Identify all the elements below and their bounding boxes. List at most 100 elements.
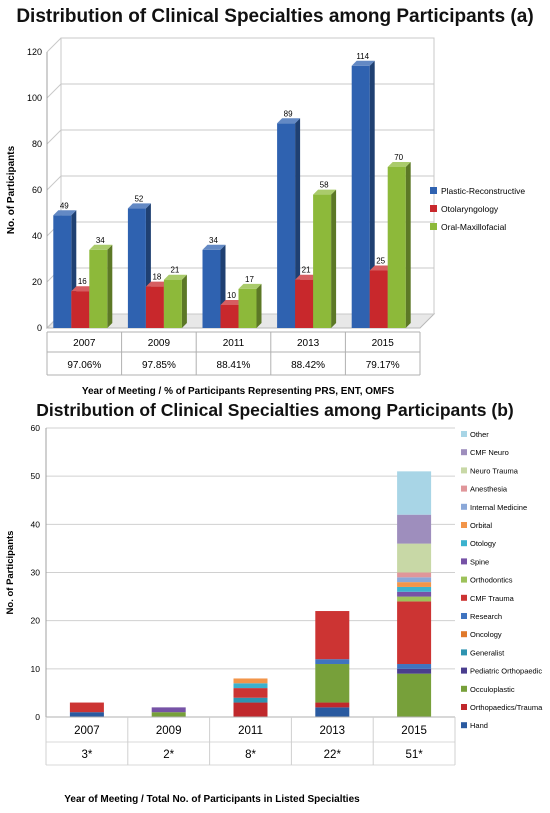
bar-segment — [233, 683, 268, 689]
legend-swatch — [430, 187, 437, 194]
bar — [387, 167, 406, 328]
bar-data-label: 18 — [152, 273, 161, 282]
x-sublabel: 79.17% — [366, 360, 400, 371]
y-tick-label: 100 — [27, 93, 42, 103]
x-sublabel: 51* — [405, 749, 423, 761]
x-tick-label: 2009 — [156, 725, 182, 737]
bar — [145, 286, 164, 328]
bar-top — [295, 274, 319, 280]
y-tick-label: 50 — [31, 471, 41, 481]
bar-segment — [397, 471, 432, 515]
bar-side — [405, 162, 411, 328]
legend-label: Research — [470, 612, 502, 621]
bar-segment — [397, 572, 432, 578]
bar-data-label: 89 — [284, 109, 293, 118]
y-tick-label: 60 — [31, 423, 41, 433]
bar-segment — [397, 543, 432, 573]
legend-swatch — [461, 704, 467, 710]
bar — [238, 288, 257, 328]
y-tick-label: 120 — [27, 47, 42, 57]
y-axis-title: No. of Participants — [5, 531, 16, 615]
bar-top — [313, 189, 337, 195]
chart-b-stacked-bar: 0 10 20 30 40 50 60 2007 3* 2009 2* 2011 8* 2013 22* 20… — [5, 423, 543, 805]
bar — [277, 123, 296, 328]
bar-top — [387, 162, 411, 167]
x-sublabel: 3* — [81, 749, 92, 761]
y-tick-label: 0 — [35, 712, 40, 722]
bar-segment — [397, 668, 432, 674]
x-sublabel: 22* — [324, 749, 342, 761]
legend-label: Orbital — [470, 521, 492, 530]
x-tick-label: 2013 — [297, 338, 320, 349]
legend-label: Internal Medicine — [470, 503, 527, 512]
bar-segment — [233, 702, 268, 717]
bar-data-label: 114 — [356, 52, 369, 61]
bar-data-label: 70 — [394, 153, 403, 162]
x-axis-title: Year of Meeting / Total No. of Participa… — [64, 794, 360, 805]
bar-segment — [315, 664, 350, 703]
x-sublabel: 88.42% — [291, 360, 325, 371]
bar-top — [202, 244, 226, 250]
x-tick-label: 2015 — [401, 725, 427, 737]
bar-side — [331, 189, 337, 328]
legend-swatch — [461, 576, 467, 583]
bar-side — [295, 118, 301, 328]
bar-top — [145, 281, 169, 287]
x-axis-title: Year of Meeting / % of Participants Repr… — [82, 386, 395, 397]
y-tick-label: 40 — [32, 231, 42, 241]
legend-label: Plastic-Reconstructive — [441, 186, 525, 196]
legend-swatch — [461, 613, 467, 619]
legend-label: Anesthesia — [470, 485, 508, 494]
bar-segment — [397, 582, 432, 587]
y-tick-label: 40 — [31, 519, 41, 529]
x-tick-label: 2011 — [223, 338, 245, 349]
x-tick-label: 2013 — [320, 725, 346, 737]
bar-segment — [397, 591, 432, 597]
x-tick-label: 2011 — [238, 725, 263, 737]
bar-segment — [397, 664, 432, 669]
x-sublabel: 88.41% — [217, 360, 251, 371]
bar-segment — [315, 707, 350, 717]
bar-data-label: 21 — [302, 266, 311, 275]
legend-label: Orthodontics — [470, 576, 513, 585]
bar — [127, 208, 146, 328]
legend-label: Oral-Maxillofacial — [441, 222, 506, 232]
bar-side — [107, 244, 113, 328]
bar-data-label: 17 — [245, 275, 254, 284]
bar — [89, 249, 108, 328]
gridline-side — [46, 129, 62, 145]
bar-data-label: 34 — [209, 236, 218, 245]
y-tick-label: 80 — [32, 139, 42, 149]
legend-label: Otology — [470, 539, 496, 548]
bar-segment — [397, 596, 432, 602]
y-tick-label: 20 — [32, 277, 42, 287]
y-axis-title: No. of Participants — [6, 145, 17, 234]
x-tick-label: 2009 — [148, 338, 171, 349]
y-tick-label: 10 — [31, 664, 41, 674]
y-tick-label: 30 — [31, 568, 41, 578]
bar-top — [163, 274, 187, 280]
x-sublabel: 97.85% — [142, 360, 176, 371]
legend-label: Generalist — [470, 648, 505, 657]
bar-top — [71, 286, 95, 292]
legend-swatch — [461, 667, 467, 674]
bar — [313, 194, 332, 328]
bar-data-label: 25 — [376, 257, 385, 266]
gridline-side — [46, 83, 62, 99]
bar-side — [369, 60, 375, 329]
bar — [351, 65, 370, 329]
bar-segment — [233, 678, 268, 684]
legend-swatch — [461, 594, 467, 601]
bar-segment — [69, 702, 104, 713]
bar-segment — [315, 702, 350, 708]
legend-label: Otolaryngology — [441, 204, 499, 214]
bar-side — [256, 283, 262, 328]
bar-data-label: 58 — [320, 181, 329, 190]
legend-swatch — [430, 205, 437, 212]
bar-data-label: 52 — [134, 194, 143, 203]
bar-segment — [397, 601, 432, 665]
bar — [369, 270, 388, 328]
legend-swatch — [461, 431, 467, 437]
legend-swatch — [461, 631, 467, 638]
bar-segment — [233, 697, 268, 703]
